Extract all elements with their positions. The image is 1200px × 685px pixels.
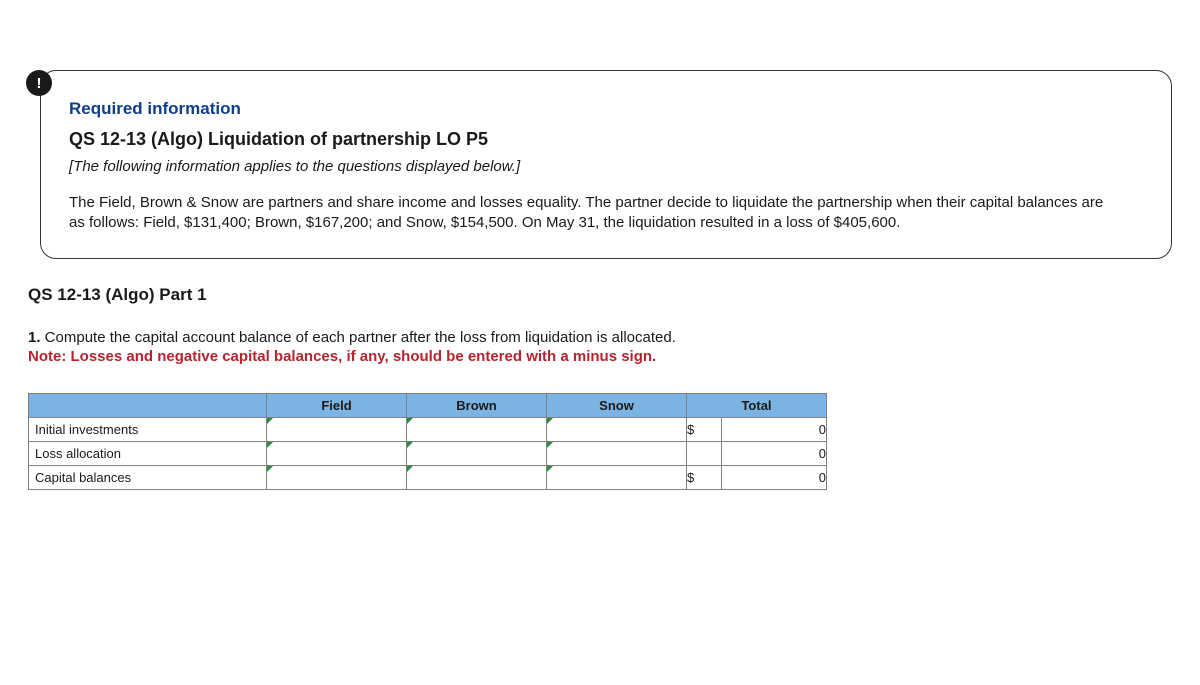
row-label: Initial investments bbox=[29, 417, 267, 441]
row-label: Loss allocation bbox=[29, 441, 267, 465]
instruction-line: 1. Compute the capital account balance o… bbox=[28, 329, 1172, 346]
input-cell[interactable] bbox=[267, 465, 407, 489]
part-title: QS 12-13 (Algo) Part 1 bbox=[28, 285, 1172, 305]
edit-marker-icon bbox=[407, 418, 413, 424]
allocation-table: Field Brown Snow Total Initial investmen… bbox=[28, 393, 1172, 490]
edit-marker-icon bbox=[407, 466, 413, 472]
input-cell[interactable] bbox=[407, 441, 547, 465]
edit-marker-icon bbox=[267, 418, 273, 424]
total-currency bbox=[687, 441, 722, 465]
instruction-text: Compute the capital account balance of e… bbox=[41, 329, 676, 346]
problem-body: The Field, Brown & Snow are partners and… bbox=[69, 193, 1109, 234]
input-cell[interactable] bbox=[267, 417, 407, 441]
input-cell[interactable] bbox=[407, 417, 547, 441]
total-currency: $ bbox=[687, 417, 722, 441]
total-value: 0 bbox=[722, 465, 827, 489]
input-cell[interactable] bbox=[547, 441, 687, 465]
table-header-row: Field Brown Snow Total bbox=[29, 393, 827, 417]
input-cell[interactable] bbox=[547, 417, 687, 441]
total-value: 0 bbox=[722, 441, 827, 465]
table-row: Initial investments $ 0 bbox=[29, 417, 827, 441]
header-brown: Brown bbox=[407, 393, 547, 417]
info-badge-icon: ! bbox=[26, 70, 52, 96]
total-value: 0 bbox=[722, 417, 827, 441]
input-cell[interactable] bbox=[547, 465, 687, 489]
edit-marker-icon bbox=[547, 466, 553, 472]
instruction-number: 1. bbox=[28, 329, 41, 346]
header-total: Total bbox=[687, 393, 827, 417]
row-label: Capital balances bbox=[29, 465, 267, 489]
header-blank bbox=[29, 393, 267, 417]
applies-note: [The following information applies to th… bbox=[69, 158, 1143, 175]
required-info-card: Required information QS 12-13 (Algo) Liq… bbox=[40, 70, 1172, 259]
edit-marker-icon bbox=[547, 442, 553, 448]
edit-marker-icon bbox=[267, 466, 273, 472]
required-info-heading: Required information bbox=[69, 99, 1143, 119]
edit-marker-icon bbox=[547, 418, 553, 424]
total-currency: $ bbox=[687, 465, 722, 489]
table-row: Capital balances $ 0 bbox=[29, 465, 827, 489]
input-cell[interactable] bbox=[407, 465, 547, 489]
header-field: Field bbox=[267, 393, 407, 417]
table-row: Loss allocation 0 bbox=[29, 441, 827, 465]
edit-marker-icon bbox=[407, 442, 413, 448]
edit-marker-icon bbox=[267, 442, 273, 448]
note-line: Note: Losses and negative capital balanc… bbox=[28, 348, 1172, 365]
problem-title: QS 12-13 (Algo) Liquidation of partnersh… bbox=[69, 129, 1143, 150]
input-cell[interactable] bbox=[267, 441, 407, 465]
header-snow: Snow bbox=[547, 393, 687, 417]
